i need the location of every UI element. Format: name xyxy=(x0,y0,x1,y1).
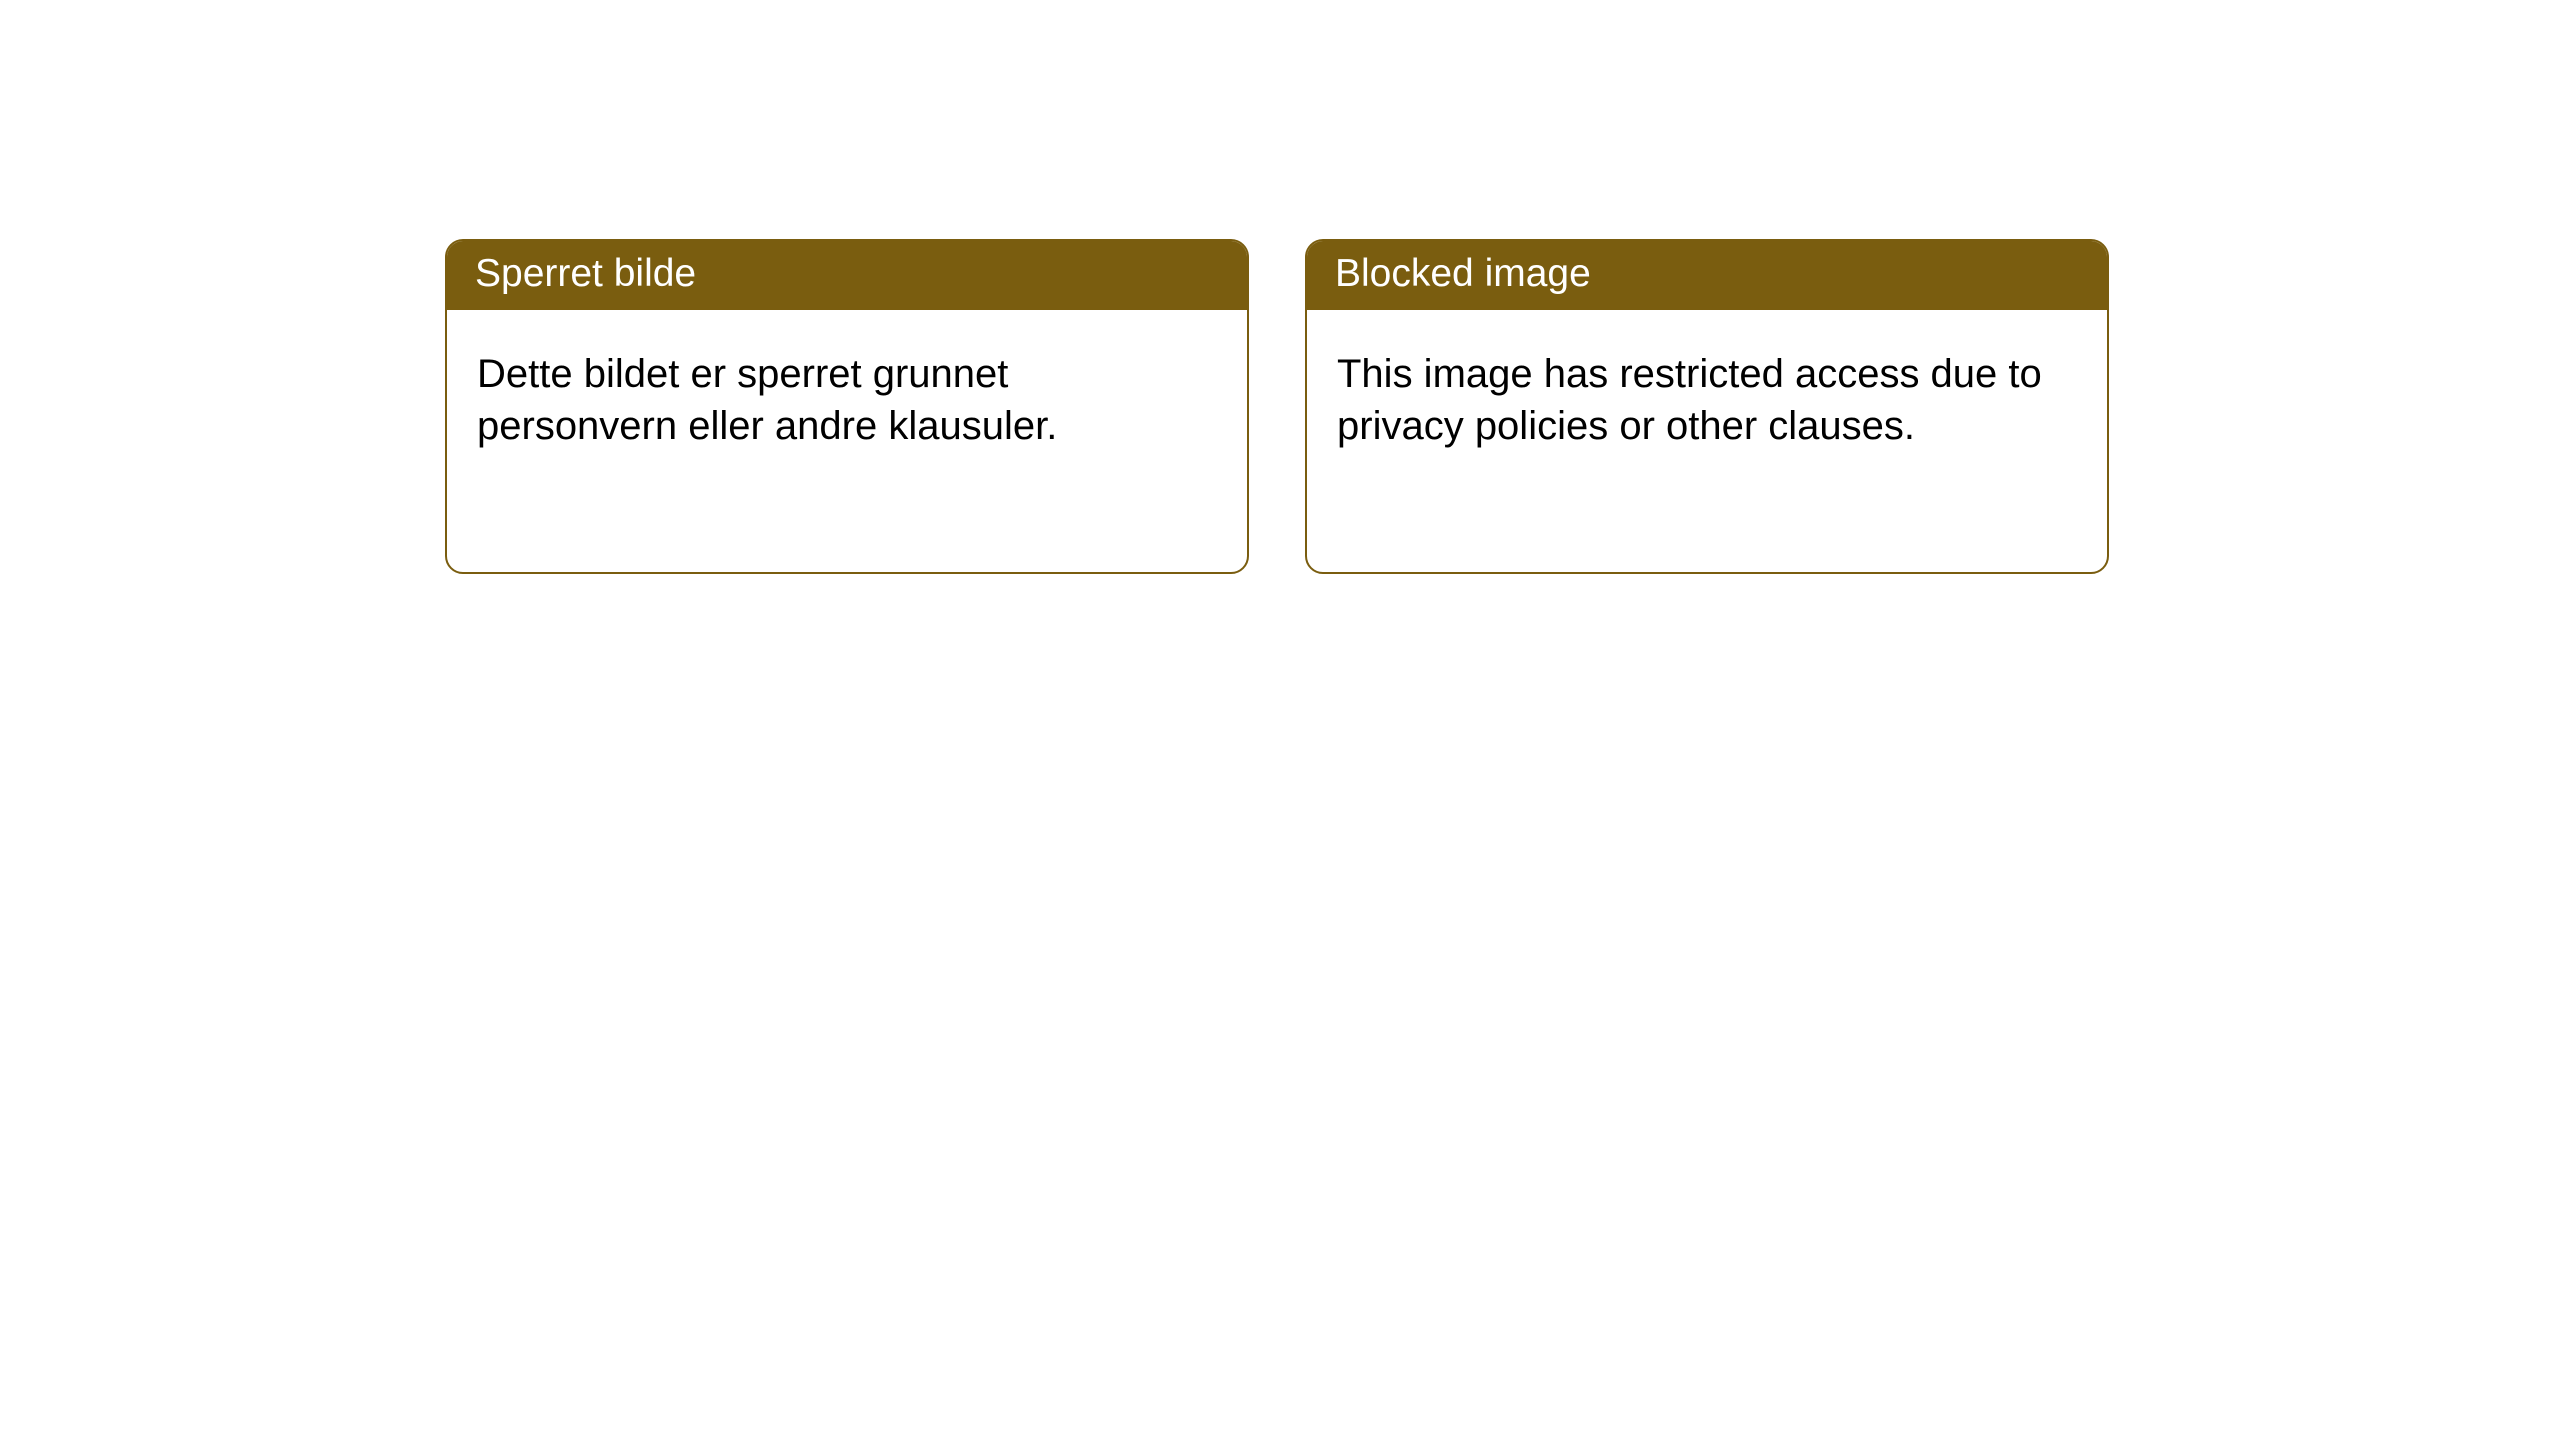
notice-card-english: Blocked image This image has restricted … xyxy=(1305,239,2109,574)
notice-card-norwegian: Sperret bilde Dette bildet er sperret gr… xyxy=(445,239,1249,574)
notice-header-english: Blocked image xyxy=(1307,241,2107,310)
notice-container: Sperret bilde Dette bildet er sperret gr… xyxy=(0,0,2560,574)
notice-body-english: This image has restricted access due to … xyxy=(1307,310,2107,483)
notice-header-norwegian: Sperret bilde xyxy=(447,241,1247,310)
notice-body-norwegian: Dette bildet er sperret grunnet personve… xyxy=(447,310,1247,483)
